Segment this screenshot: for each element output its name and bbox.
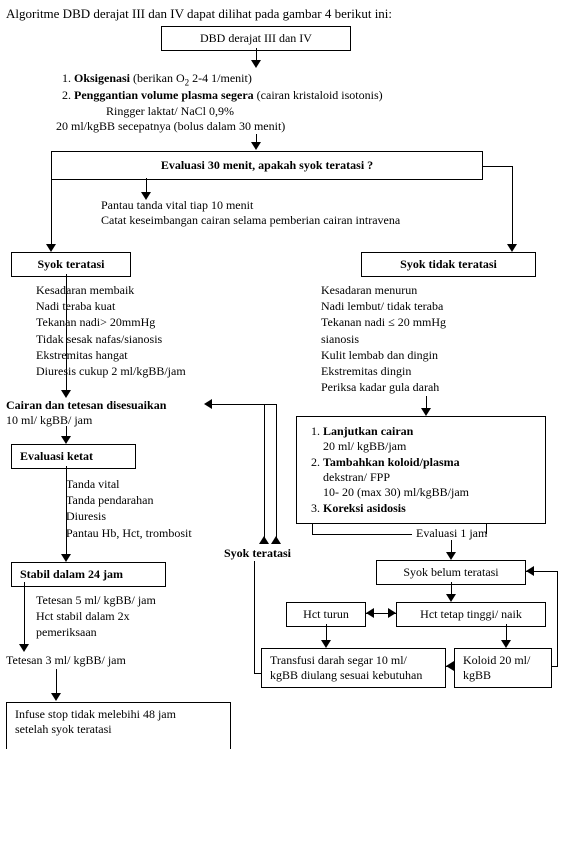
monitor-line1: Pantau tanda vital tiap 10 menit (101, 198, 521, 213)
monitor-line2: Catat keseimbangan cairan selama pemberi… (101, 213, 521, 228)
node-stop: Infuse stop tidak melebihi 48 jam setela… (6, 702, 231, 749)
monitor-block: Pantau tanda vital tiap 10 menit Catat k… (101, 198, 521, 228)
initial-steps: Oksigenasi (berikan O2 2-4 1/menit) Peng… (56, 70, 526, 134)
node-syok-teratasi: Syok teratasi (11, 252, 131, 277)
li: Nadi teraba kuat (36, 298, 246, 314)
step2-lead: Penggantian volume plasma segera (74, 88, 254, 102)
li: Nadi lembut/ tidak teraba (321, 298, 541, 314)
li: Tidak sesak nafas/sianosis (36, 331, 246, 347)
arrow (271, 536, 281, 544)
step2-lastline: 20 ml/kgBB secepatnya (bolus dalam 30 me… (56, 119, 526, 134)
node-eval-ketat: Evaluasi ketat (11, 444, 136, 469)
node-lanjutkan: Lanjutkan cairan 20 ml/ kgBB/jam Tambahk… (296, 416, 546, 524)
cairan-title: Cairan dan tetesan disesuaikan (6, 398, 236, 413)
top-box-label: DBD derajat III dan IV (200, 31, 312, 45)
step1-lead: Oksigenasi (74, 71, 130, 85)
cairan-sub: 10 ml/ kgBB/ jam (6, 413, 236, 428)
li: Tekanan nadi ≤ 20 mmHg (321, 314, 541, 330)
li: Tanda pendarahan (66, 492, 256, 508)
node-hct-tinggi: Hct tetap tinggi/ naik (396, 602, 546, 627)
li: Diuresis (66, 508, 256, 524)
node-stabil24: Stabil dalam 24 jam (11, 562, 166, 587)
li: Kulit lembab dan dingin (321, 347, 541, 363)
syok-teratasi-center: Syok teratasi (224, 546, 291, 561)
li: Ekstremitas dingin (321, 363, 541, 379)
step2-subline: Ringger laktat/ NaCl 0,9% (76, 104, 526, 119)
node-koloid20: Koloid 20 ml/ kgBB (454, 648, 552, 688)
li: Periksa kadar gula darah (321, 379, 541, 395)
hct-turun-label: Hct turun (303, 607, 349, 621)
li: Tanda vital (66, 476, 256, 492)
arrow (321, 640, 331, 648)
arrow (259, 536, 269, 544)
arrow (446, 552, 456, 560)
syok-teratasi-items: Kesadaran membaik Nadi teraba kuat Tekan… (36, 282, 246, 379)
li: Tetesan 5 ml/ kgBB/ jam (36, 592, 211, 608)
eval-ketat-title: Evaluasi ketat (20, 449, 93, 463)
syok-tidak-title: Syok tidak teratasi (400, 257, 497, 271)
eval-ketat-items: Tanda vital Tanda pendarahan Diuresis Pa… (66, 476, 256, 541)
syok-teratasi-title: Syok teratasi (38, 257, 105, 271)
li: Pantau Hb, Hct, trombosit (66, 525, 256, 541)
r-item2-sub2: 10- 20 (max 30) ml/kgBB/jam (323, 485, 469, 499)
node-eval30: Evaluasi 30 menit, apakah syok teratasi … (51, 151, 483, 180)
arrow (251, 142, 261, 150)
eval1jam-label: Evaluasi 1 jam (416, 526, 487, 541)
r-item2-sub1: dekstran/ FPP (323, 470, 390, 484)
arrow (388, 608, 396, 618)
stop-line1: Infuse stop tidak melebihi 48 jam (15, 707, 222, 722)
r-item2: Tambahkan koloid/plasma (323, 455, 460, 469)
arrow (61, 436, 71, 444)
li: Tekanan nadi> 20mmHg (36, 314, 246, 330)
hct-tinggi-label: Hct tetap tinggi/ naik (420, 607, 522, 621)
tetesan3: Tetesan 3 ml/ kgBB/ jam (6, 653, 186, 668)
arrow (501, 640, 511, 648)
arrow (446, 661, 454, 671)
arrow (61, 390, 71, 398)
step1-post: 2-4 1/menit) (189, 71, 252, 85)
r-item1: Lanjutkan cairan (323, 424, 413, 438)
node-syok-tidak: Syok tidak teratasi (361, 252, 536, 277)
li: Kesadaran membaik (36, 282, 246, 298)
syok-tidak-items: Kesadaran menurun Nadi lembut/ tidak ter… (321, 282, 541, 395)
step2-rest: (cairan kristaloid isotonis) (254, 88, 383, 102)
li: Ekstremitas hangat (36, 347, 246, 363)
arrow (421, 408, 431, 416)
stop-line2: setelah syok teratasi (15, 722, 222, 737)
step1-rest: (berikan O (130, 71, 185, 85)
arrow (507, 244, 517, 252)
arrow (61, 554, 71, 562)
li: Hct stabil dalam 2xpemeriksaan (36, 608, 211, 640)
arrow (526, 566, 534, 576)
arrow (446, 594, 456, 602)
li: Diuresis cukup 2 ml/kgBB/jam (36, 363, 246, 379)
eval30-label: Evaluasi 30 menit, apakah syok teratasi … (161, 158, 373, 172)
syok-belum-label: Syok belum teratasi (403, 565, 498, 579)
arrow (46, 244, 56, 252)
koloid20-label: Koloid 20 ml/ kgBB (463, 653, 530, 682)
cairan-block: Cairan dan tetesan disesuaikan 10 ml/ kg… (6, 398, 236, 428)
r-item3: Koreksi asidosis (323, 501, 406, 515)
stabil-items: Tetesan 5 ml/ kgBB/ jam Hct stabil dalam… (36, 592, 211, 641)
node-transfusi: Transfusi darah segar 10 ml/ kgBB diulan… (261, 648, 446, 688)
li: sianosis (321, 331, 541, 347)
flowchart: DBD derajat III dan IV Oksigenasi (berik… (6, 26, 558, 846)
arrow (251, 60, 261, 68)
arrow (366, 608, 374, 618)
r-item1-sub: 20 ml/ kgBB/jam (323, 439, 406, 453)
transfusi-label: Transfusi darah segar 10 ml/ kgBB diulan… (270, 653, 422, 682)
arrow (51, 693, 61, 701)
arrow (19, 644, 29, 652)
arrow (204, 399, 212, 409)
figure-caption: Algoritme DBD derajat III dan IV dapat d… (6, 6, 558, 22)
stabil-title: Stabil dalam 24 jam (20, 567, 123, 581)
li: Kesadaran menurun (321, 282, 541, 298)
